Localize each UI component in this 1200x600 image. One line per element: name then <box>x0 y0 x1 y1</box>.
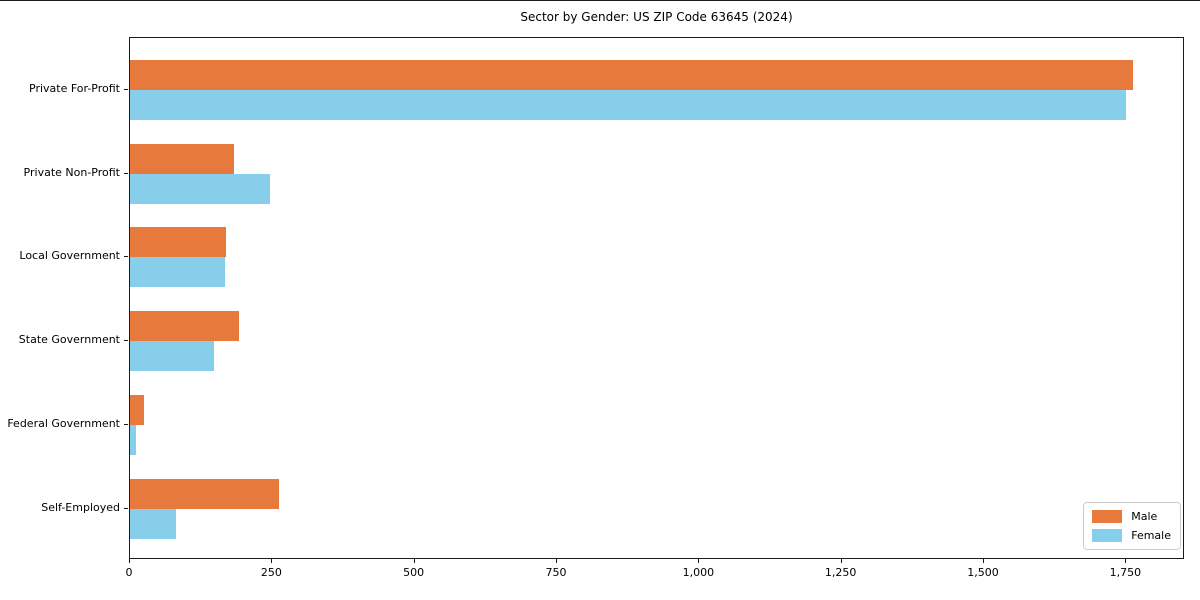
y-tick-mark <box>124 89 128 90</box>
bar-male-4 <box>130 311 239 342</box>
y-tick-label: Local Government <box>19 249 120 263</box>
x-tick-mark <box>129 559 130 563</box>
x-tick-label: 1,000 <box>682 566 715 579</box>
x-tick-label: 1,250 <box>824 566 857 579</box>
bar-female-2 <box>130 173 270 204</box>
bar-female-4 <box>130 341 215 372</box>
x-tick-mark <box>983 559 985 563</box>
bar-male-3 <box>130 227 227 258</box>
x-tick-label: 1,500 <box>967 566 999 579</box>
legend-label-female: Female <box>1131 529 1171 542</box>
x-tick-label: 500 <box>403 566 425 579</box>
x-tick-mark <box>1125 559 1127 563</box>
x-tick-mark <box>271 559 273 563</box>
plot-area: Male Female <box>129 37 1184 559</box>
y-tick-label: State Government <box>18 333 120 347</box>
chart-title: Sector by Gender: US ZIP Code 63645 (202… <box>520 10 793 24</box>
legend: Male Female <box>1083 502 1181 550</box>
bar-male-2 <box>130 143 234 174</box>
y-tick-label: Self-Employed <box>41 500 120 514</box>
legend-swatch-male <box>1092 510 1123 523</box>
x-tick-label: 250 <box>260 566 282 579</box>
y-tick-mark <box>124 172 128 174</box>
x-tick-mark <box>698 559 700 563</box>
y-tick-mark <box>124 507 128 509</box>
y-tick-label: Federal Government <box>7 416 120 430</box>
x-tick-label: 0 <box>125 566 133 579</box>
legend-item-male: Male <box>1092 510 1171 523</box>
y-tick-mark <box>124 423 128 425</box>
y-tick-mark <box>124 340 128 342</box>
x-tick-mark <box>413 559 415 563</box>
bar-female-6 <box>130 508 177 539</box>
bar-male-5 <box>130 394 145 425</box>
y-tick-label: Private Non-Profit <box>23 165 120 179</box>
x-tick-label: 1,750 <box>1109 566 1142 579</box>
legend-label-male: Male <box>1131 510 1158 523</box>
y-tick-label: Private For-Profit <box>29 82 120 95</box>
bar-female-5 <box>130 424 137 455</box>
bar-female-1 <box>130 90 1126 120</box>
x-tick-label: 750 <box>545 566 567 579</box>
legend-item-female: Female <box>1092 529 1171 542</box>
bar-male-1 <box>130 60 1133 90</box>
legend-swatch-female <box>1092 529 1123 542</box>
bar-male-6 <box>130 478 279 509</box>
x-tick-mark <box>556 559 557 563</box>
bar-female-3 <box>130 257 225 288</box>
y-tick-mark <box>124 256 128 258</box>
figure-top-border <box>0 0 1200 1</box>
x-tick-mark <box>840 559 842 563</box>
